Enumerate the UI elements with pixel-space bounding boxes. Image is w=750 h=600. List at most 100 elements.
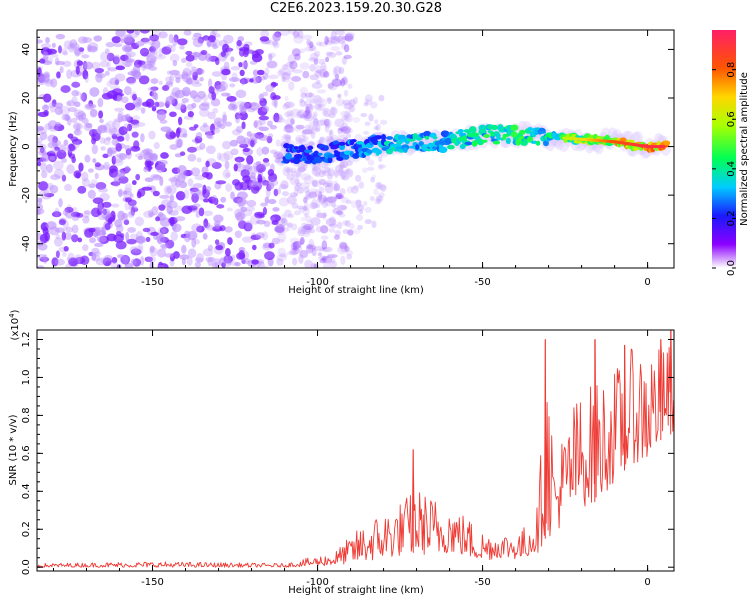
noise-point	[125, 53, 132, 60]
colorbar-tick-label: 0.8	[726, 62, 737, 78]
noise-point	[318, 186, 325, 194]
noise-point	[309, 120, 318, 126]
noise-point	[158, 80, 163, 85]
noise-point	[232, 104, 238, 110]
noise-point	[89, 108, 98, 118]
noise-point	[375, 195, 384, 203]
noise-point	[379, 119, 388, 125]
noise-point	[292, 241, 302, 249]
noise-point	[283, 126, 290, 133]
noise-point	[81, 178, 91, 188]
noise-point	[292, 31, 301, 37]
noise-point	[135, 230, 143, 241]
noise-point	[298, 246, 303, 254]
noise-point	[53, 237, 63, 247]
ridge-point	[483, 133, 490, 139]
noise-point	[94, 67, 105, 74]
ridge-point	[438, 146, 448, 154]
noise-point	[267, 52, 276, 58]
noise-point	[98, 187, 109, 193]
noise-point	[67, 42, 76, 53]
noise-point	[345, 133, 352, 138]
noise-point	[84, 228, 94, 238]
noise-point	[321, 256, 327, 262]
noise-point	[116, 152, 128, 158]
noise-point	[225, 183, 233, 192]
noise-point	[112, 171, 119, 179]
noise-point	[308, 228, 316, 234]
noise-point	[281, 76, 286, 83]
noise-point	[294, 53, 301, 61]
ridge-point	[285, 152, 292, 160]
noise-point	[330, 106, 336, 115]
noise-point	[128, 205, 138, 211]
noise-point	[160, 228, 167, 234]
noise-point	[149, 40, 155, 47]
colorbar-tick-label: 0.6	[726, 111, 737, 127]
noise-point	[364, 154, 371, 161]
noise-point	[341, 41, 347, 50]
noise-point	[335, 98, 345, 107]
noise-point	[306, 243, 317, 252]
noise-point	[69, 42, 80, 51]
noise-point	[88, 183, 96, 189]
ridge-point	[663, 140, 671, 146]
noise-point	[37, 111, 49, 118]
noise-point	[63, 40, 74, 50]
noise-point	[179, 151, 186, 156]
noise-point	[175, 191, 186, 201]
noise-point	[273, 112, 280, 123]
noise-point	[328, 196, 333, 204]
noise-point	[262, 179, 270, 186]
noise-point	[347, 83, 353, 89]
noise-point	[150, 185, 156, 193]
noise-point	[352, 116, 361, 123]
noise-point	[310, 126, 319, 134]
noise-point	[271, 220, 279, 226]
noise-point	[194, 79, 200, 85]
noise-point	[295, 124, 305, 130]
noise-point	[323, 196, 334, 207]
colorbar-tick-label: 0.4	[726, 161, 737, 177]
noise-point	[133, 140, 140, 150]
noise-point	[282, 103, 290, 110]
noise-point	[236, 39, 242, 47]
ridge-point	[338, 141, 346, 146]
noise-point	[284, 111, 292, 117]
noise-point	[373, 125, 379, 131]
y-tick-label: 0.6	[21, 445, 32, 461]
ridge-point	[351, 139, 357, 143]
noise-point	[39, 58, 46, 64]
noise-point	[304, 100, 309, 106]
noise-point	[316, 119, 326, 127]
noise-point	[40, 162, 47, 172]
noise-point	[292, 241, 299, 252]
noise-point	[144, 177, 154, 183]
noise-point	[329, 260, 338, 268]
noise-point	[115, 240, 127, 250]
noise-point	[101, 210, 111, 220]
noise-point	[65, 226, 74, 233]
noise-point	[281, 64, 289, 71]
y-tick-label: 40	[21, 43, 32, 56]
noise-point	[92, 158, 97, 164]
noise-point	[312, 117, 319, 128]
noise-point	[103, 161, 111, 170]
noise-point	[160, 243, 169, 249]
x-tick-label: -50	[474, 277, 490, 288]
ridge-point	[313, 150, 319, 157]
noise-point	[241, 121, 246, 130]
y-tick-label: 20	[21, 92, 32, 105]
noise-point	[51, 139, 62, 147]
ridge-point	[406, 137, 416, 142]
noise-point	[251, 244, 257, 251]
noise-point	[192, 37, 204, 48]
ridge-point	[398, 149, 405, 153]
noise-point	[51, 141, 58, 148]
noise-point	[64, 114, 71, 121]
noise-point	[65, 100, 72, 107]
noise-point	[54, 258, 66, 266]
noise-point	[53, 168, 65, 179]
noise-point	[157, 248, 167, 258]
noise-point	[71, 89, 79, 97]
